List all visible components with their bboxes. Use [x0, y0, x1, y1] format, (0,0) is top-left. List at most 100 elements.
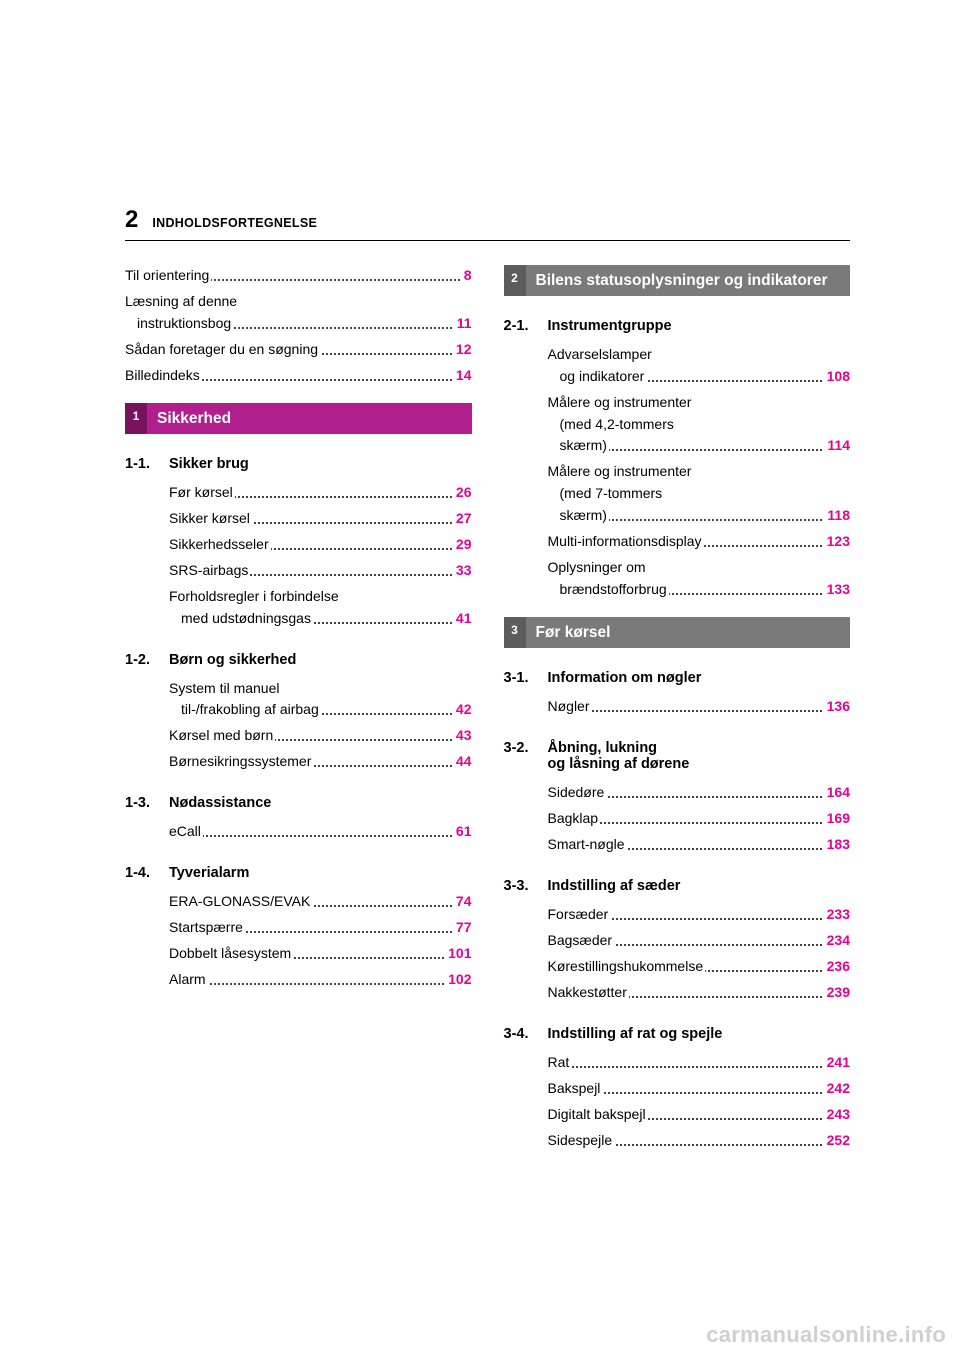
- section-num: 3: [504, 617, 526, 648]
- page-title: INDHOLDSFORTEGNELSE: [152, 216, 317, 230]
- toc-label: Dobbelt låsesystem: [169, 943, 293, 965]
- sub-heading: 1-3. Nødassistance: [125, 795, 472, 811]
- toc-label: (med 4,2-tommers: [548, 414, 851, 436]
- toc-label: skærm): [560, 435, 609, 457]
- toc-label: Bakspejl: [548, 1078, 603, 1100]
- toc-label: Før kørsel: [169, 482, 235, 504]
- toc-label: Læsning af denne: [125, 291, 472, 313]
- toc-label: Kørsel med børn: [169, 725, 275, 747]
- toc-label: Nøgler: [548, 696, 592, 718]
- section-title: Sikkerhed: [147, 403, 472, 434]
- sub-num: 3-4.: [504, 1026, 538, 1042]
- toc-page: 114: [824, 435, 850, 457]
- sub-num: 1-4.: [125, 865, 159, 881]
- toc-page: 61: [453, 821, 472, 843]
- toc-page: 44: [453, 751, 472, 773]
- toc-page: 27: [453, 508, 472, 530]
- toc-label: Bagsæder: [548, 930, 615, 952]
- watermark: carmanualsonline.info: [706, 1322, 946, 1348]
- toc-page: 12: [453, 339, 472, 361]
- toc-label: Forholdsregler i forbindelse: [169, 586, 472, 608]
- sub-heading: 1-4. Tyverialarm: [125, 865, 472, 881]
- toc-entry: Sådan foretager du en søgning 12: [125, 339, 472, 361]
- sub-heading: 1-2. Børn og sikkerhed: [125, 652, 472, 668]
- toc-entry: Sikkerhedsseler29: [169, 534, 472, 556]
- left-column: Til orientering8Læsning af denneinstrukt…: [125, 265, 472, 1156]
- toc-entry: Nakkestøtter239: [548, 982, 851, 1004]
- toc-entry: Advarselslamperog indikatorer 108: [548, 344, 851, 388]
- toc-entry: ERA-GLONASS/EVAK74: [169, 891, 472, 913]
- toc-page: 236: [824, 956, 850, 978]
- toc-entry: System til manueltil-/frakobling af airb…: [169, 678, 472, 722]
- section-bar-1: 1 Sikkerhed: [125, 403, 472, 434]
- sub-title: Børn og sikkerhed: [169, 652, 296, 668]
- toc-entry: Billedindeks 14: [125, 365, 472, 387]
- toc-label: med udstødningsgas: [181, 608, 313, 630]
- page-number: 2: [125, 206, 138, 234]
- toc-page: 41: [453, 608, 472, 630]
- section-num: 2: [504, 265, 526, 296]
- toc-page: 11: [454, 313, 472, 335]
- sub-title: Sikker brug: [169, 456, 249, 472]
- toc-label: Børnesikringssystemer: [169, 751, 313, 773]
- toc-label: skærm): [560, 505, 609, 527]
- toc-page: 183: [824, 834, 850, 856]
- toc-page: 14: [453, 365, 472, 387]
- sub-num: 1-1.: [125, 456, 159, 472]
- toc-entry: Kørestillingshukommelse 236: [548, 956, 851, 978]
- toc-entry: Oplysninger ombrændstofforbrug 133: [548, 557, 851, 601]
- toc-page: 108: [824, 366, 850, 388]
- toc-label: og indikatorer: [560, 366, 647, 388]
- toc-entry: Til orientering8: [125, 265, 472, 287]
- toc-label: Advarselslamper: [548, 344, 851, 366]
- toc-entry: Bagsæder 234: [548, 930, 851, 952]
- toc-label: SRS-airbags: [169, 560, 250, 582]
- toc-page: 77: [453, 917, 472, 939]
- sub-num: 2-1.: [504, 318, 538, 334]
- sub-title: Nødassistance: [169, 795, 271, 811]
- toc-entry: SRS-airbags33: [169, 560, 472, 582]
- toc-page: 133: [824, 579, 850, 601]
- section-title: Bilens statusoplysninger og indikatorer: [526, 265, 851, 296]
- toc-label: Forsæder: [548, 904, 611, 926]
- sub-num: 3-2.: [504, 740, 538, 772]
- toc-entry: eCall61: [169, 821, 472, 843]
- sub-heading: 3-1. Information om nøgler: [504, 670, 851, 686]
- sub-heading: 3-4. Indstilling af rat og spejle: [504, 1026, 851, 1042]
- toc-page: 169: [824, 808, 850, 830]
- toc-page: 26: [453, 482, 472, 504]
- toc-label: til-/frakobling af airbag: [181, 699, 321, 721]
- toc-label: Oplysninger om: [548, 557, 851, 579]
- toc-entry: Forsæder 233: [548, 904, 851, 926]
- toc-label: brændstofforbrug: [560, 579, 669, 601]
- toc-page: 118: [824, 505, 850, 527]
- toc-entry: Børnesikringssystemer 44: [169, 751, 472, 773]
- toc-label: Målere og instrumenter: [548, 461, 851, 483]
- toc-page: 252: [824, 1130, 850, 1152]
- toc-page: 234: [824, 930, 850, 952]
- section-bar-2: 2 Bilens statusoplysninger og indikatore…: [504, 265, 851, 296]
- toc-label: (med 7-tommers: [548, 483, 851, 505]
- toc-page: 123: [824, 531, 850, 553]
- toc-page: 74: [453, 891, 472, 913]
- toc-page: 241: [824, 1052, 850, 1074]
- toc-entry: Forholdsregler i forbindelsemed udstødni…: [169, 586, 472, 630]
- toc-label: Sådan foretager du en søgning: [125, 339, 320, 361]
- toc-entry: Bagklap 169: [548, 808, 851, 830]
- toc-page: 233: [824, 904, 850, 926]
- toc-page: 242: [824, 1078, 850, 1100]
- toc-label: Billedindeks: [125, 365, 202, 387]
- toc-entry: Smart-nøgle183: [548, 834, 851, 856]
- toc-label: Bagklap: [548, 808, 601, 830]
- sub-num: 1-2.: [125, 652, 159, 668]
- toc-label: System til manuel: [169, 678, 472, 700]
- toc-label: Kørestillingshukommelse: [548, 956, 706, 978]
- sub-heading: 3-3. Indstilling af sæder: [504, 878, 851, 894]
- toc-entry: Rat241: [548, 1052, 851, 1074]
- toc-page: 136: [824, 696, 850, 718]
- toc-page: 164: [824, 782, 850, 804]
- sub-heading: 1-1. Sikker brug: [125, 456, 472, 472]
- right-column: 2 Bilens statusoplysninger og indikatore…: [504, 265, 851, 1156]
- sub-num: 3-1.: [504, 670, 538, 686]
- toc-page: 29: [453, 534, 472, 556]
